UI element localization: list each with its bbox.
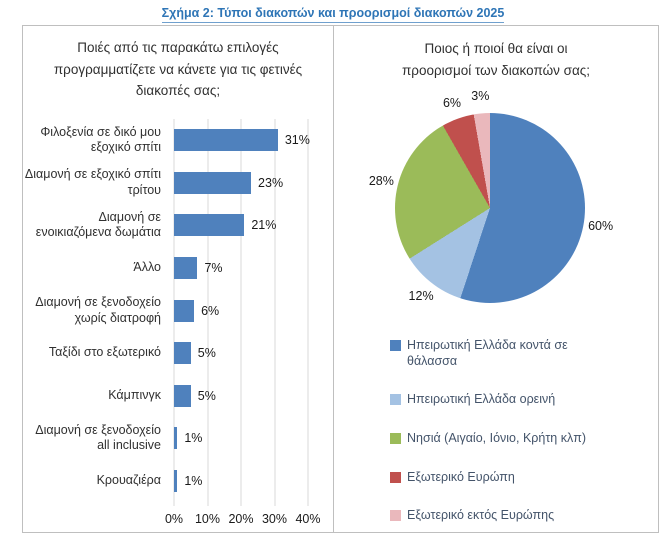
bar-category-label: Κάμπινγκ bbox=[108, 387, 161, 402]
bar-row: Άλλο 7% bbox=[23, 247, 333, 290]
bar-category-label: Διαμονή σε ξενοδοχείο all inclusive bbox=[35, 422, 161, 453]
legend-item: Ηπειρωτική Ελλάδα ορεινή bbox=[390, 392, 619, 408]
gridline bbox=[240, 119, 242, 506]
bar-chart-title: Ποιές από τις παρακάτω επιλογές προγραμμ… bbox=[53, 40, 303, 99]
bar-track: 1% bbox=[174, 427, 308, 450]
bar-track: 1% bbox=[174, 469, 308, 492]
x-axis-tick-label: 0% bbox=[164, 512, 184, 526]
bar-track: 31% bbox=[174, 129, 310, 152]
bar-track: 23% bbox=[174, 171, 308, 194]
bar bbox=[174, 171, 252, 194]
legend-item: Νησιά (Αιγαίο, Ιόνιο, Κρήτη κλπ) bbox=[390, 431, 619, 447]
gridline bbox=[274, 119, 275, 506]
gridline bbox=[207, 119, 208, 506]
pie-slice-label: 3% bbox=[471, 89, 490, 104]
bar-row: Διαμονή σε εξοχικό σπίτι τρίτου 23% bbox=[23, 162, 333, 205]
legend-label: Εξωτερικό Ευρώπη bbox=[407, 469, 515, 484]
legend-label: Ηπειρωτική Ελλάδα κοντά σε θάλασσα bbox=[407, 338, 568, 368]
legend-label: Εξωτερικό εκτός Ευρώπης bbox=[407, 508, 555, 523]
x-axis-tick-label: 40% bbox=[295, 512, 321, 526]
bar bbox=[174, 214, 245, 237]
bar-value-label: 7% bbox=[204, 260, 223, 275]
pie-slice-label: 12% bbox=[408, 289, 434, 304]
legend-swatch bbox=[390, 471, 401, 483]
bar bbox=[174, 469, 178, 492]
x-axis-tick-label: 10% bbox=[194, 512, 221, 526]
legend-swatch bbox=[390, 340, 401, 351]
bar-row: Φιλοξενία σε δικό μου εξοχικό σπίτι 31% bbox=[23, 119, 333, 162]
legend-swatch bbox=[390, 394, 401, 406]
pie-chart-panel: Ποιος ή ποιοί θα είναι οι προορισμοί των… bbox=[333, 26, 658, 532]
bar-value-label: 23% bbox=[258, 175, 284, 190]
bar-value-label: 5% bbox=[197, 388, 216, 403]
bar-row: Διαμονή σε ενοικιαζόμενα δωμάτια 21% bbox=[23, 204, 333, 247]
bar-track: 7% bbox=[174, 256, 308, 279]
bar-category-label: Φιλοξενία σε δικό μου εξοχικό σπίτι bbox=[40, 124, 161, 155]
legend-item: Εξωτερικό Ευρώπη bbox=[390, 470, 619, 486]
bar-track: 5% bbox=[174, 384, 308, 407]
legend-swatch bbox=[390, 510, 401, 522]
bar-category-label: Διαμονή σε ξενοδοχείο χωρίς διατροφή bbox=[35, 294, 161, 325]
bar-plot: Φιλοξενία σε δικό μου εξοχικό σπίτι 31% Δι… bbox=[23, 119, 333, 506]
bar-x-axis: 0% 10% 20% 30% 40% bbox=[165, 512, 321, 528]
bar-track: 21% bbox=[174, 214, 308, 237]
bar-track: 5% bbox=[174, 342, 308, 365]
pie-chart-title: Ποιος ή ποιοί θα είναι οι προορισμοί των… bbox=[401, 41, 591, 78]
bar-track: 6% bbox=[174, 299, 308, 322]
bar-chart-panel: Ποιές από τις παρακάτω επιλογές προγραμμ… bbox=[23, 26, 333, 532]
bar-row: Διαμονή σε ξενοδοχείο χωρίς διατροφή 6% bbox=[23, 289, 333, 332]
pie-legend: Ηπειρωτική Ελλάδα κοντά σε θάλασσα Ηπειρω… bbox=[390, 338, 619, 524]
pie-area: 60% 12% 28% 6% 3% bbox=[334, 84, 658, 336]
gridline bbox=[307, 119, 309, 506]
figure-title-text: Σχήμα 2: Τύποι διακοπών και προορισμοί δ… bbox=[161, 6, 505, 23]
bar-row: Ταξίδι στο εξωτερικό 5% bbox=[23, 332, 333, 375]
bar-value-label: 1% bbox=[184, 473, 203, 488]
pie-chart bbox=[395, 113, 585, 303]
bar bbox=[174, 129, 278, 152]
bar-value-label: 31% bbox=[284, 133, 310, 148]
bar-row: Κάμπινγκ 5% bbox=[23, 374, 333, 417]
bar bbox=[174, 299, 195, 322]
legend-swatch bbox=[390, 432, 401, 444]
x-axis-tick-label: 20% bbox=[228, 512, 254, 526]
bar-row: Διαμονή σε ξενοδοχείο all inclusive 1% bbox=[23, 417, 333, 460]
legend-label: Νησιά (Αιγαίο, Ιόνιο, Κρήτη κλπ) bbox=[407, 430, 586, 445]
bar bbox=[174, 342, 191, 365]
bar-category-label: Διαμονή σε ενοικιαζόμενα δωμάτια bbox=[35, 209, 161, 240]
x-axis-tick-label: 30% bbox=[261, 512, 288, 526]
legend-item: Εξωτερικό εκτός Ευρώπης bbox=[390, 508, 619, 524]
bar-value-label: 1% bbox=[184, 431, 203, 446]
bar-value-label: 6% bbox=[201, 303, 220, 318]
bar-category-label: Ταξίδι στο εξωτερικό bbox=[48, 345, 161, 360]
bar-category-label: Κρουαζιέρα bbox=[96, 472, 161, 487]
figure-title: Σχήμα 2: Τύποι διακοπών και προορισμοί δ… bbox=[0, 4, 666, 23]
bar-row: Κρουαζιέρα 1% bbox=[23, 460, 333, 503]
bar bbox=[174, 384, 191, 407]
pie-slice-label: 28% bbox=[368, 173, 394, 188]
bar-category-label: Άλλο bbox=[133, 260, 161, 275]
bar-category-label: Διαμονή σε εξοχικό σπίτι τρίτου bbox=[24, 167, 161, 197]
legend-item: Ηπειρωτική Ελλάδα κοντά σε θάλασσα bbox=[390, 338, 619, 369]
pie-slice-label: 6% bbox=[442, 95, 462, 110]
legend-label: Ηπειρωτική Ελλάδα ορεινή bbox=[407, 392, 556, 407]
bar-value-label: 21% bbox=[251, 218, 277, 233]
bar bbox=[174, 256, 198, 279]
pie-slice-label: 60% bbox=[588, 218, 614, 233]
chart-panels: Ποιές από τις παρακάτω επιλογές προγραμμ… bbox=[22, 25, 659, 533]
bar bbox=[174, 427, 178, 450]
bar-value-label: 5% bbox=[197, 346, 216, 361]
bar-rows: Φιλοξενία σε δικό μου εξοχικό σπίτι 31% Δι… bbox=[23, 119, 333, 502]
